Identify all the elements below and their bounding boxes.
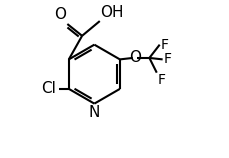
Text: F: F — [160, 38, 168, 52]
Text: Cl: Cl — [41, 81, 55, 96]
Text: F: F — [157, 73, 165, 87]
Text: O: O — [128, 50, 140, 65]
Text: OH: OH — [100, 5, 123, 20]
Text: N: N — [88, 105, 100, 120]
Text: F: F — [163, 52, 171, 66]
Text: O: O — [54, 7, 66, 22]
